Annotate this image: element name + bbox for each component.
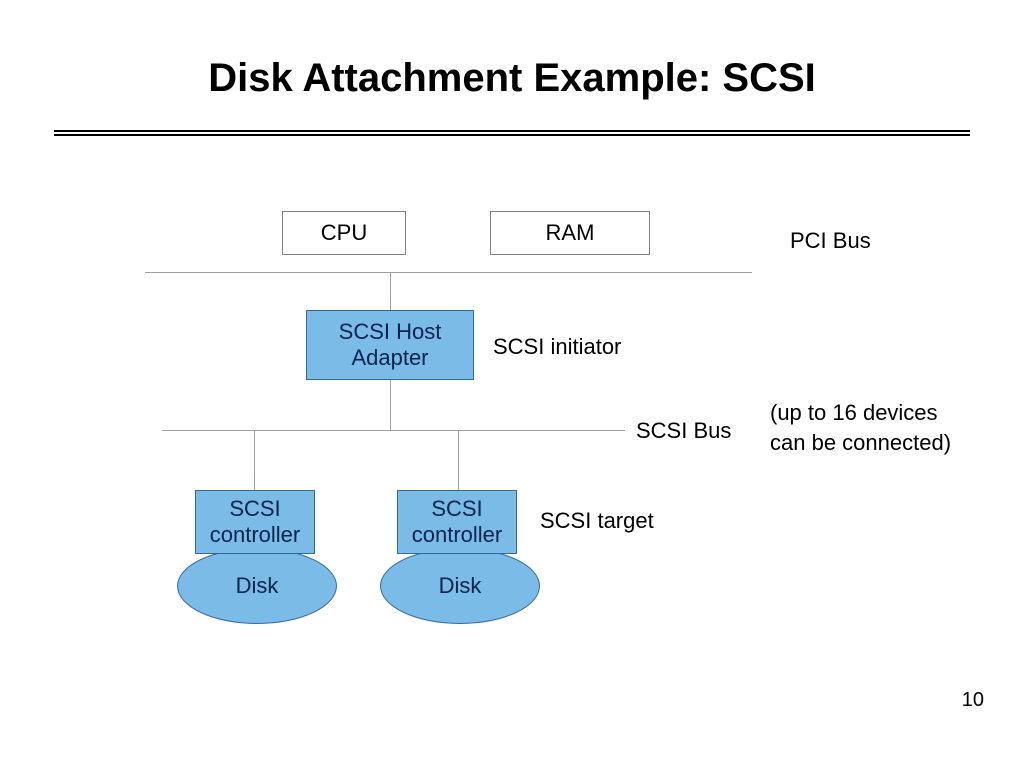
scsi-controller-2-label: SCSI controller <box>412 496 502 549</box>
scsi-controller-1-box: SCSI controller <box>195 490 315 554</box>
line-scsibus-to-ctrl1 <box>254 430 255 490</box>
line-host-to-scsibus <box>390 380 391 430</box>
ram-label: RAM <box>546 220 595 246</box>
page-title: Disk Attachment Example: SCSI <box>0 56 1024 101</box>
cpu-box: CPU <box>282 211 406 255</box>
pci-bus-line <box>145 272 752 273</box>
scsi-controller-1-label: SCSI controller <box>210 496 300 549</box>
scsi-controller-2-box: SCSI controller <box>397 490 517 554</box>
page-number: 10 <box>962 689 984 712</box>
line-pci-to-host <box>390 272 391 310</box>
disk-2: Disk <box>380 548 540 624</box>
scsi-bus-note: (up to 16 devices can be connected) <box>770 398 951 457</box>
scsi-host-adapter-box: SCSI Host Adapter <box>306 310 474 380</box>
scsi-bus-line <box>162 430 625 431</box>
cpu-label: CPU <box>321 220 367 246</box>
pci-bus-label: PCI Bus <box>790 228 871 254</box>
ram-box: RAM <box>490 211 650 255</box>
title-rule <box>54 130 970 136</box>
scsi-host-adapter-label: SCSI Host Adapter <box>339 319 442 372</box>
scsi-bus-label: SCSI Bus <box>636 418 731 444</box>
disk-1: Disk <box>177 548 337 624</box>
line-scsibus-to-ctrl2 <box>458 430 459 490</box>
scsi-target-label: SCSI target <box>540 508 654 534</box>
scsi-initiator-label: SCSI initiator <box>493 334 621 360</box>
disk-2-label: Disk <box>439 573 482 599</box>
disk-1-label: Disk <box>236 573 279 599</box>
